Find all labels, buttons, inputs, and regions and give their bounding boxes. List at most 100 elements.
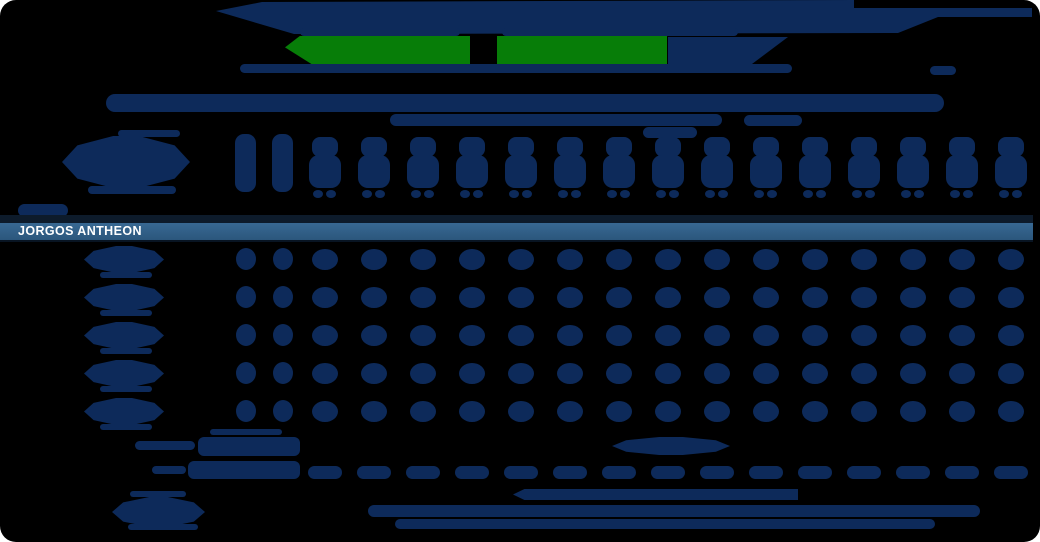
grid-cell[interactable] xyxy=(900,325,926,346)
grid-cell[interactable] xyxy=(704,401,730,422)
grid-cell[interactable] xyxy=(998,325,1024,346)
column-header[interactable] xyxy=(308,134,342,200)
grid-cell[interactable] xyxy=(361,287,387,308)
grid-cell[interactable] xyxy=(361,401,387,422)
grid-cell[interactable] xyxy=(508,325,534,346)
grid-cell[interactable] xyxy=(851,325,877,346)
grid-cell[interactable] xyxy=(998,249,1024,270)
grid-cell[interactable] xyxy=(851,401,877,422)
grid-cell[interactable] xyxy=(312,249,338,270)
grid-cell[interactable] xyxy=(557,325,583,346)
grid-cell[interactable] xyxy=(655,287,681,308)
grid-cell[interactable] xyxy=(900,363,926,384)
grid-cell[interactable] xyxy=(508,287,534,308)
grid-cell[interactable] xyxy=(704,249,730,270)
grid-cell[interactable] xyxy=(949,325,975,346)
column-header[interactable] xyxy=(945,134,979,200)
grid-cell[interactable] xyxy=(508,249,534,270)
grid-cell[interactable] xyxy=(410,325,436,346)
grid-cell[interactable] xyxy=(802,401,828,422)
footer-action[interactable] xyxy=(112,497,205,527)
grid-cell[interactable] xyxy=(802,249,828,270)
grid-cell[interactable] xyxy=(236,286,256,308)
grid-cell[interactable] xyxy=(236,400,256,422)
grid-cell[interactable] xyxy=(557,401,583,422)
grid-cell[interactable] xyxy=(410,363,436,384)
grid-cell[interactable] xyxy=(236,362,256,384)
grid-cell[interactable] xyxy=(998,401,1024,422)
grid-cell[interactable] xyxy=(655,325,681,346)
grid-cell[interactable] xyxy=(949,249,975,270)
column-header[interactable] xyxy=(651,134,685,200)
column-header[interactable] xyxy=(994,134,1028,200)
grid-cell[interactable] xyxy=(236,248,256,270)
grid-cell[interactable] xyxy=(361,249,387,270)
grid-cell[interactable] xyxy=(606,249,632,270)
green-button-primary[interactable] xyxy=(285,36,470,66)
grid-cell[interactable] xyxy=(312,401,338,422)
grid-cell[interactable] xyxy=(851,287,877,308)
selected-row[interactable]: JORGOS ANTHEON xyxy=(0,223,1033,240)
grid-cell[interactable] xyxy=(802,363,828,384)
grid-cell[interactable] xyxy=(606,287,632,308)
column-header[interactable] xyxy=(798,134,832,200)
grid-cell[interactable] xyxy=(557,363,583,384)
grid-cell[interactable] xyxy=(557,249,583,270)
column-header[interactable] xyxy=(749,134,783,200)
grid-cell[interactable] xyxy=(312,325,338,346)
menu-label[interactable] xyxy=(18,204,68,217)
grid-cell[interactable] xyxy=(704,325,730,346)
grid-cell[interactable] xyxy=(753,287,779,308)
grid-cell[interactable] xyxy=(410,287,436,308)
column-header[interactable] xyxy=(602,134,636,200)
grid-cell[interactable] xyxy=(998,287,1024,308)
column-header-narrow-1[interactable] xyxy=(235,134,256,192)
grid-cell[interactable] xyxy=(704,287,730,308)
grid-cell[interactable] xyxy=(655,363,681,384)
grid-cell[interactable] xyxy=(949,287,975,308)
grid-cell[interactable] xyxy=(998,363,1024,384)
grid-cell[interactable] xyxy=(312,287,338,308)
grid-cell[interactable] xyxy=(459,249,485,270)
grid-cell[interactable] xyxy=(273,286,293,308)
grid-cell[interactable] xyxy=(361,325,387,346)
column-header-narrow-2[interactable] xyxy=(272,134,293,192)
grid-cell[interactable] xyxy=(851,363,877,384)
grid-cell[interactable] xyxy=(459,363,485,384)
grid-cell[interactable] xyxy=(802,325,828,346)
grid-cell[interactable] xyxy=(802,287,828,308)
grid-cell[interactable] xyxy=(459,325,485,346)
grid-cell[interactable] xyxy=(753,249,779,270)
grid-cell[interactable] xyxy=(655,401,681,422)
grid-cell[interactable] xyxy=(273,362,293,384)
grid-cell[interactable] xyxy=(361,363,387,384)
column-header[interactable] xyxy=(553,134,587,200)
grid-cell[interactable] xyxy=(606,363,632,384)
grid-cell[interactable] xyxy=(410,401,436,422)
grid-cell[interactable] xyxy=(655,249,681,270)
column-header[interactable] xyxy=(504,134,538,200)
grid-cell[interactable] xyxy=(900,401,926,422)
grid-cell[interactable] xyxy=(753,363,779,384)
grid-cell[interactable] xyxy=(704,363,730,384)
grid-cell[interactable] xyxy=(273,400,293,422)
grid-cell[interactable] xyxy=(900,249,926,270)
column-header[interactable] xyxy=(406,134,440,200)
column-header[interactable] xyxy=(700,134,734,200)
grid-cell[interactable] xyxy=(900,287,926,308)
grid-cell[interactable] xyxy=(949,363,975,384)
grid-cell[interactable] xyxy=(557,287,583,308)
grid-cell[interactable] xyxy=(273,248,293,270)
column-header[interactable] xyxy=(896,134,930,200)
grid-cell[interactable] xyxy=(753,325,779,346)
column-header[interactable] xyxy=(847,134,881,200)
column-header[interactable] xyxy=(455,134,489,200)
grid-cell[interactable] xyxy=(459,401,485,422)
grid-cell[interactable] xyxy=(273,324,293,346)
grid-cell[interactable] xyxy=(410,249,436,270)
green-button-secondary[interactable] xyxy=(497,36,667,66)
grid-cell[interactable] xyxy=(508,401,534,422)
grid-cell[interactable] xyxy=(312,363,338,384)
column-header[interactable] xyxy=(357,134,391,200)
grid-cell[interactable] xyxy=(459,287,485,308)
